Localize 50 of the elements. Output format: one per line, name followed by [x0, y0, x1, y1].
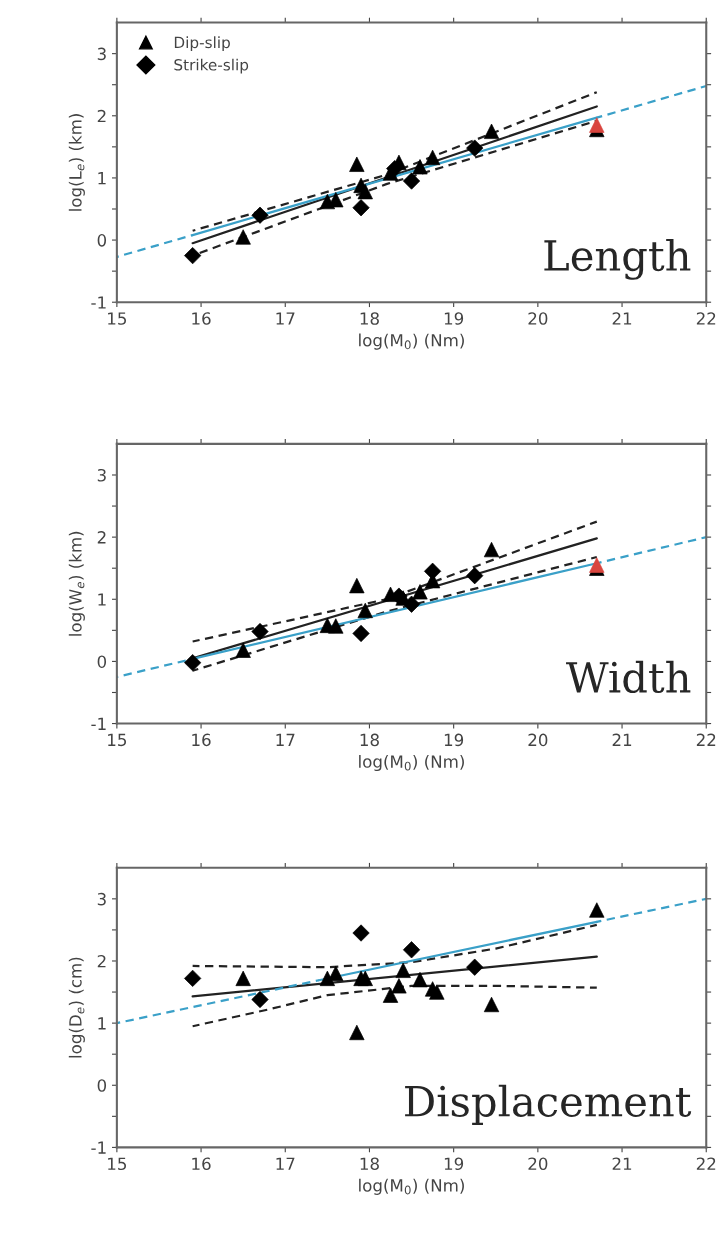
- y-tick-label: 0: [97, 655, 107, 668]
- y-axis-title: log(W$_{e}$) (km): [68, 531, 85, 636]
- x-tick-label: 20: [528, 733, 548, 747]
- x-tick-label: 20: [528, 312, 548, 325]
- x-axis-title: log(M$_{0}$) (Nm): [359, 1178, 464, 1195]
- x-tick-label: 21: [612, 1157, 632, 1170]
- y-axis-title: log(D$_{e}$) (cm): [68, 957, 85, 1058]
- y-axis-title: log(L$_{e}$) (km): [68, 114, 85, 211]
- x-tick-label: 15: [108, 733, 127, 747]
- x-tick-label: 20: [528, 1157, 548, 1171]
- x-tick-label: 21: [612, 312, 632, 325]
- x-tick-label: 21: [612, 733, 632, 746]
- y-tick-label: 2: [97, 954, 106, 968]
- x-tick-label: 19: [444, 312, 464, 325]
- x-tick-label: 22: [696, 733, 716, 746]
- x-tick-label: 22: [696, 1157, 716, 1170]
- x-tick-label: 16: [192, 312, 211, 325]
- y-tick-label: 0: [97, 1079, 107, 1092]
- y-tick-label: 2: [97, 531, 106, 544]
- y-tick-label: -1: [91, 717, 106, 730]
- y-tick-label: -1: [91, 296, 106, 309]
- y-tick-label: -1: [91, 1141, 106, 1154]
- x-tick-label: 15: [108, 312, 127, 325]
- legend-label: Dip-slip: [174, 36, 230, 52]
- x-tick-label: 16: [192, 1157, 211, 1171]
- annotation: Length: [544, 238, 691, 280]
- x-tick-label: 17: [276, 312, 295, 325]
- y-tick-label: 3: [97, 47, 106, 61]
- y-tick-label: 1: [98, 593, 106, 606]
- x-tick-label: 19: [444, 733, 464, 747]
- y-tick-label: 1: [98, 1017, 106, 1030]
- y-tick-label: 2: [97, 109, 106, 123]
- annotation: Width: [566, 660, 691, 694]
- x-tick-label: 18: [360, 1157, 379, 1171]
- y-tick-label: 0: [97, 234, 107, 247]
- x-tick-label: 18: [360, 312, 379, 325]
- y-tick-label: 3: [97, 468, 106, 482]
- x-tick-label: 22: [696, 312, 716, 325]
- legend-label: Strike-slip: [174, 58, 249, 74]
- x-axis-title: log(M$_{0}$) (Nm): [359, 754, 464, 772]
- x-tick-label: 15: [108, 1157, 127, 1171]
- x-tick-label: 17: [276, 733, 295, 746]
- x-tick-label: 16: [192, 733, 211, 747]
- x-tick-label: 17: [276, 1157, 295, 1170]
- x-axis-title: log(M$_{0}$) (Nm): [359, 333, 464, 350]
- x-tick-label: 19: [444, 1157, 464, 1171]
- y-tick-label: 1: [98, 172, 106, 185]
- y-tick-label: 3: [97, 892, 106, 906]
- annotation: Displacement: [405, 1084, 692, 1126]
- x-tick-label: 18: [360, 733, 379, 747]
